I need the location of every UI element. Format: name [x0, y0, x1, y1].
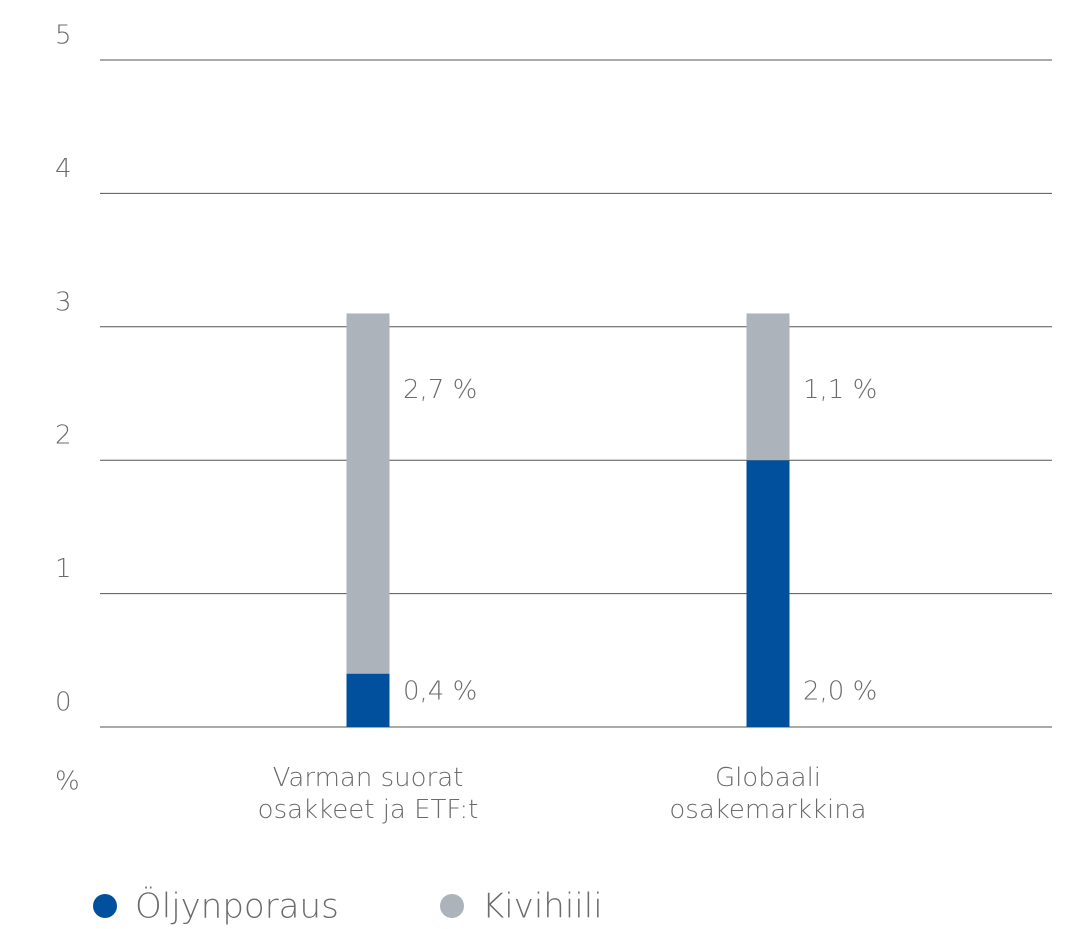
- legend-swatch: [93, 894, 117, 918]
- y-tick-label: 3: [55, 287, 72, 317]
- value-label: 2,7 %: [403, 375, 477, 405]
- bar-segment: [346, 673, 390, 727]
- y-tick-label: 4: [55, 154, 72, 184]
- y-tick-label: 5: [55, 21, 72, 51]
- bar-segment: [746, 460, 790, 727]
- legend-swatch: [440, 894, 464, 918]
- value-label: 0,4 %: [403, 677, 477, 707]
- y-tick-label: 0: [55, 688, 72, 718]
- y-tick-label: 1: [55, 554, 72, 584]
- legend-label: Öljynporaus: [135, 887, 339, 927]
- legend-label: Kivihiili: [482, 887, 603, 927]
- x-tick-label: Globaali osakemarkkina: [669, 763, 867, 825]
- bar-segment: [346, 313, 390, 674]
- bar-segment: [746, 313, 790, 461]
- y-axis-label: %: [55, 767, 80, 797]
- value-label: 1,1 %: [803, 375, 877, 405]
- value-label: 2,0 %: [803, 677, 877, 707]
- x-tick-label: Varman suorat osakkeet ja ETF:t: [257, 763, 479, 825]
- y-tick-label: 2: [55, 421, 72, 451]
